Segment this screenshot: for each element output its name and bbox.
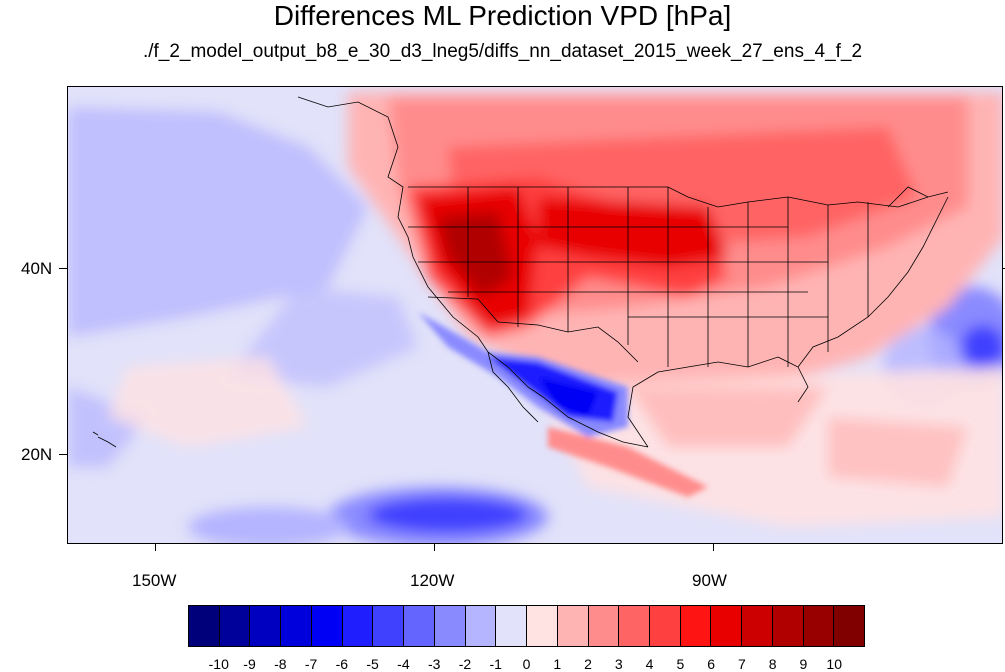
lat-tick-20n [59, 454, 67, 455]
colorbar-swatch [404, 606, 435, 646]
colorbar-swatch [588, 606, 620, 646]
colorbar-label: 7 [738, 656, 746, 672]
lon-tick-90w [713, 543, 714, 551]
colorbar-label: 10 [826, 656, 842, 672]
colorbar-label: 9 [799, 656, 808, 672]
lat-label-40n: 40N [21, 259, 53, 278]
lat-label-20n: 20N [21, 445, 53, 464]
colorbar-label: -9 [243, 656, 256, 672]
lat-tick-40n-right [1003, 268, 1005, 269]
lon-tick-150w [155, 543, 156, 551]
lat-tick-40n [59, 268, 67, 269]
colorbar-swatch [311, 606, 343, 646]
colorbar-swatch [434, 606, 466, 646]
colorbar-swatch [557, 606, 589, 646]
colorbar-swatch [772, 606, 804, 646]
colorbar-swatch [650, 606, 681, 646]
colorbar-swatch [496, 606, 528, 646]
colorbar-swatch [680, 606, 712, 646]
colorbar-label: 6 [707, 656, 716, 672]
vpd-difference-map [67, 86, 1003, 544]
colorbar-label: -10 [208, 656, 229, 672]
colorbar-label: -2 [458, 656, 472, 672]
colorbar-label: 0 [522, 656, 531, 672]
lon-label-90w: 90W [692, 571, 727, 590]
colorbar-swatch [281, 606, 312, 646]
colorbar-label: 1 [553, 656, 562, 672]
colorbar-swatch [619, 606, 651, 646]
colorbar [188, 605, 865, 647]
colorbar-label: 3 [614, 656, 623, 672]
colorbar-label: -1 [489, 656, 502, 672]
colorbar-label: -7 [304, 656, 318, 672]
lon-label-120w: 120W [410, 571, 455, 590]
colorbar-swatch [742, 606, 773, 646]
colorbar-swatch [342, 606, 374, 646]
colorbar-label: -8 [274, 656, 287, 672]
colorbar-swatch [250, 606, 282, 646]
colorbar-swatch [803, 606, 835, 646]
colorbar-label: -3 [427, 656, 441, 672]
colorbar-swatch [219, 606, 251, 646]
lon-tick-120w [434, 543, 435, 551]
colorbar-label: -4 [397, 656, 410, 672]
colorbar-label: -5 [366, 656, 379, 672]
colorbar-swatch [373, 606, 405, 646]
colorbar-label: 8 [768, 656, 777, 672]
colorbar-swatch [465, 606, 497, 646]
colorbar-swatch [189, 606, 220, 646]
colorbar-swatch [834, 606, 865, 646]
map-title: Differences ML Prediction VPD [hPa] [273, 0, 732, 31]
colorbar-label: 4 [645, 656, 654, 672]
mexico-blue-anomaly [418, 312, 708, 497]
map-subtitle: ./f_2_model_output_b8_e_30_d3_lneg5/diff… [142, 41, 863, 62]
colorbar-swatch [527, 606, 558, 646]
map-canvas [68, 87, 1002, 543]
colorbar-swatch [711, 606, 743, 646]
colorbar-label: -6 [335, 656, 349, 672]
colorbar-label: 5 [676, 656, 685, 672]
boundary-lines [92, 96, 949, 448]
lon-label-150w: 150W [132, 571, 177, 590]
colorbar-label: 2 [584, 656, 592, 672]
